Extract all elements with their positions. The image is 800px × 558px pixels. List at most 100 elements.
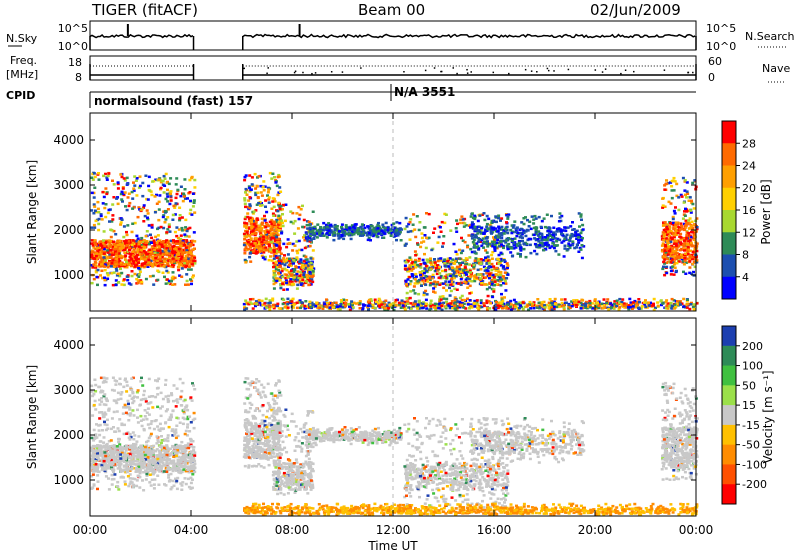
data-cell <box>94 176 97 179</box>
data-cell <box>511 255 514 258</box>
freq-rtick-top: 60 <box>708 55 722 68</box>
data-cell <box>117 250 120 253</box>
data-cell <box>690 200 693 203</box>
data-cell <box>362 229 365 232</box>
data-cell <box>176 193 179 196</box>
data-cell <box>298 240 301 243</box>
data-cell <box>273 287 276 290</box>
data-cell <box>400 239 403 242</box>
data-cell <box>557 253 560 256</box>
data-cell <box>423 253 426 256</box>
nave-dot <box>425 70 427 72</box>
data-cell <box>171 219 174 222</box>
data-cell <box>107 172 110 175</box>
data-cell <box>163 260 166 263</box>
data-cell <box>124 205 127 208</box>
data-cell <box>128 202 131 205</box>
data-cell <box>461 250 464 253</box>
data-cell <box>589 302 592 305</box>
data-cell <box>126 224 129 227</box>
data-cell <box>674 212 677 215</box>
data-cell <box>506 217 509 220</box>
data-cell <box>96 284 99 287</box>
data-cell <box>275 236 278 239</box>
data-cell <box>163 175 166 178</box>
data-cell <box>663 229 666 232</box>
data-cell <box>461 295 464 298</box>
data-cell <box>544 226 547 229</box>
data-cell <box>433 258 436 261</box>
data-cell <box>159 256 162 259</box>
data-cell <box>180 256 183 259</box>
data-cell <box>683 263 686 266</box>
data-cell <box>146 230 149 233</box>
data-cell <box>141 182 144 185</box>
data-cell <box>92 263 95 266</box>
data-cell <box>679 249 682 252</box>
data-cell <box>442 302 445 305</box>
data-cell <box>185 246 188 249</box>
data-cell <box>93 196 96 199</box>
data-cell <box>117 203 120 206</box>
data-cell <box>158 208 161 211</box>
data-cell <box>273 249 276 252</box>
data-cell <box>172 239 175 242</box>
data-cell <box>111 259 114 262</box>
data-cell <box>91 254 94 257</box>
data-cell <box>243 222 246 225</box>
data-cell <box>466 246 469 249</box>
data-cell <box>303 260 306 263</box>
data-cell <box>189 200 192 203</box>
nave-dot <box>243 68 245 70</box>
data-cell <box>526 219 529 222</box>
data-cell <box>134 273 137 276</box>
data-cell <box>688 266 691 269</box>
data-cell <box>495 267 498 270</box>
data-cell <box>243 197 246 200</box>
data-cell <box>382 237 385 240</box>
data-cell <box>580 299 583 302</box>
data-cell <box>114 246 117 249</box>
data-cell <box>145 278 148 281</box>
data-cell <box>137 267 140 270</box>
data-cell <box>165 282 168 285</box>
data-cell <box>439 226 442 229</box>
data-cell <box>476 232 479 235</box>
data-cell <box>542 249 545 252</box>
data-cell <box>166 189 169 192</box>
data-cell <box>287 306 290 309</box>
nave-dot <box>403 71 405 73</box>
data-cell <box>493 241 496 244</box>
data-cell <box>117 281 120 284</box>
data-cell <box>426 280 429 283</box>
data-cell <box>488 262 491 265</box>
data-cell <box>519 246 522 249</box>
data-cell <box>176 189 179 192</box>
data-cell <box>139 185 142 188</box>
data-cell <box>687 246 690 249</box>
data-cell <box>178 248 181 251</box>
data-cell <box>178 207 181 210</box>
nave-dot <box>605 68 607 70</box>
data-cell <box>442 297 445 300</box>
data-cell <box>438 277 441 280</box>
data-cell <box>322 227 325 230</box>
data-cell <box>670 261 673 264</box>
data-cell <box>265 306 268 309</box>
data-cell <box>666 258 669 261</box>
data-cell <box>432 290 435 293</box>
data-cell <box>500 240 503 243</box>
data-cell <box>380 233 383 236</box>
data-cell <box>160 241 163 244</box>
data-cell <box>460 278 463 281</box>
data-cell <box>267 191 270 194</box>
data-cell <box>144 175 147 178</box>
data-cell <box>187 283 190 286</box>
data-cell <box>289 280 292 283</box>
data-cell <box>414 278 417 281</box>
data-cell <box>350 238 353 241</box>
data-cell <box>270 177 273 180</box>
nave-dot <box>266 73 268 75</box>
data-cell <box>284 220 287 223</box>
data-cell <box>161 246 164 249</box>
